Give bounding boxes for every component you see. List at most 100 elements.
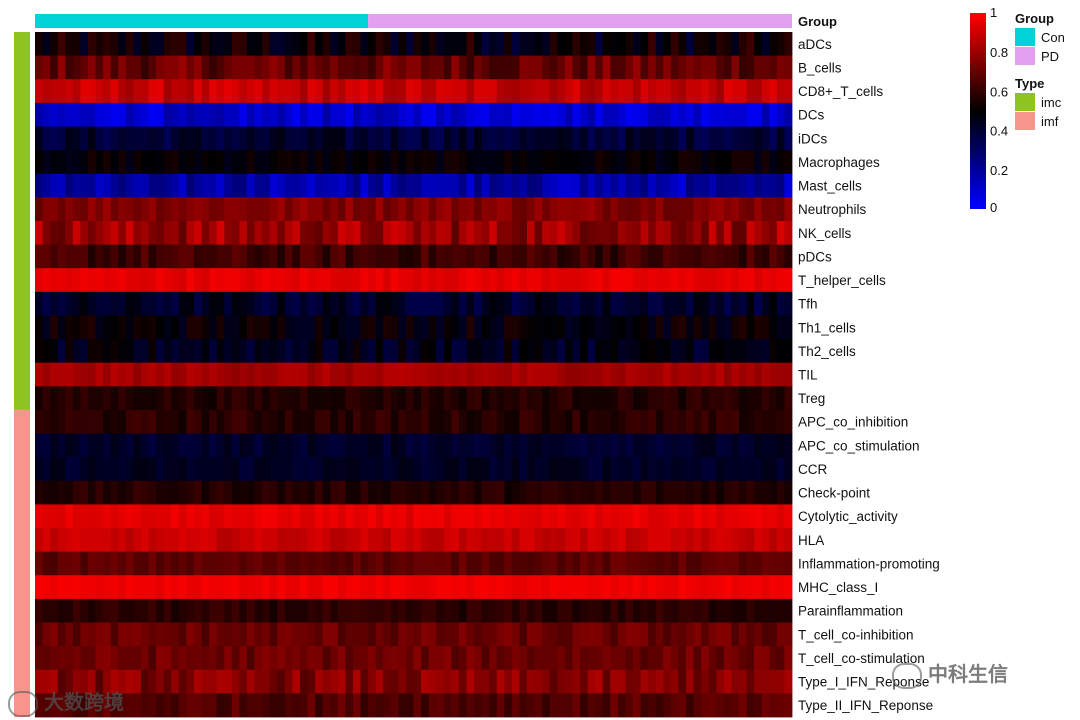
heatmap-cell (746, 433, 755, 458)
heatmap-cell (587, 575, 596, 600)
heatmap-cell (474, 646, 483, 671)
heatmap-cell (118, 244, 127, 269)
heatmap-cell (708, 457, 717, 482)
heatmap-cell (269, 315, 278, 340)
heatmap-cell (50, 457, 59, 482)
heatmap-cell (57, 32, 66, 57)
heatmap-cell (201, 197, 210, 222)
heatmap-cell (360, 598, 369, 623)
heatmap-cell (368, 173, 377, 198)
heatmap-cell (776, 433, 785, 458)
heatmap-cell (277, 102, 286, 127)
heatmap-cell (277, 409, 286, 434)
heatmap-cell (216, 622, 225, 647)
heatmap-cell (617, 669, 626, 694)
heatmap-cell (443, 55, 452, 80)
heatmap-cell (504, 150, 513, 175)
heatmap-cell (587, 646, 596, 671)
heatmap-cell (413, 150, 422, 175)
heatmap-cell (42, 55, 51, 80)
heatmap-cell (474, 150, 483, 175)
heatmap-cell (466, 598, 475, 623)
heatmap-cell (375, 598, 384, 623)
heatmap-cell (246, 409, 255, 434)
heatmap-cell (330, 79, 339, 104)
heatmap-cell (80, 504, 89, 529)
heatmap-cell (701, 362, 710, 387)
heatmap-cell (625, 551, 634, 576)
heatmap-cell (231, 504, 240, 529)
heatmap-cell (421, 150, 430, 175)
heatmap-cell (224, 102, 233, 127)
heatmap-cell (625, 386, 634, 411)
heatmap-cell (413, 268, 422, 293)
heatmap-cell (572, 339, 581, 364)
heatmap-cell (761, 173, 770, 198)
heatmap-cell (125, 244, 134, 269)
heatmap-cell (776, 173, 785, 198)
heatmap-cell (254, 669, 263, 694)
heatmap-cell (284, 150, 293, 175)
heatmap-cell (572, 409, 581, 434)
heatmap-cell (140, 55, 149, 80)
heatmap-cell (542, 220, 551, 245)
heatmap-cell (421, 315, 430, 340)
heatmap-cell (716, 291, 725, 316)
heatmap-cell (466, 244, 475, 269)
heatmap-cell (489, 457, 498, 482)
heatmap-cell (360, 32, 369, 57)
heatmap-cell (625, 457, 634, 482)
heatmap-cell (156, 409, 165, 434)
heatmap-cell (156, 622, 165, 647)
heatmap-cell (390, 173, 399, 198)
heatmap-cell (254, 504, 263, 529)
row-label: APC_co_stimulation (798, 438, 920, 453)
heatmap-cell (436, 598, 445, 623)
heatmap-cell (549, 362, 558, 387)
row-label: Th1_cells (798, 320, 856, 335)
heatmap-cell (405, 220, 414, 245)
heatmap-cell (602, 315, 611, 340)
heatmap-cell (754, 197, 763, 222)
heatmap-cell (57, 433, 66, 458)
heatmap-cell (769, 693, 778, 718)
heatmap-cell (534, 32, 543, 57)
heatmap-cell (504, 55, 513, 80)
heatmap-cell (35, 244, 43, 269)
heatmap-cell (405, 693, 414, 718)
heatmap-cell (511, 362, 520, 387)
heatmap-cell (246, 291, 255, 316)
heatmap-cell (110, 528, 119, 553)
heatmap-cell (436, 480, 445, 505)
heatmap-cell (458, 102, 467, 127)
heatmap-cell (549, 339, 558, 364)
heatmap-cell (686, 386, 694, 411)
heatmap-cell (701, 291, 710, 316)
heatmap-cell (549, 528, 558, 553)
heatmap-cell (315, 291, 324, 316)
heatmap-cell (458, 55, 467, 80)
heatmap-cell (511, 504, 520, 529)
heatmap-cell (368, 457, 377, 482)
heatmap-cell (65, 551, 74, 576)
heatmap-cell (572, 528, 581, 553)
heatmap-cell (133, 173, 142, 198)
heatmap-cell (398, 669, 407, 694)
heatmap-cell (193, 291, 202, 316)
heatmap-cell (678, 220, 687, 245)
heatmap-cell (776, 693, 785, 718)
heatmap-cell (421, 622, 430, 647)
heatmap-cell (686, 551, 694, 576)
heatmap-cell (50, 386, 59, 411)
heatmap-cell (663, 669, 672, 694)
heatmap-cell (352, 646, 361, 671)
heatmap-cell (731, 291, 740, 316)
heatmap-cell (352, 79, 361, 104)
heatmap-cell (231, 693, 240, 718)
heatmap-cell (693, 32, 702, 57)
heatmap-cell (610, 457, 619, 482)
heatmap-cell (72, 457, 81, 482)
heatmap-cell (262, 244, 271, 269)
heatmap-cell (375, 291, 384, 316)
heatmap-cell (231, 386, 240, 411)
